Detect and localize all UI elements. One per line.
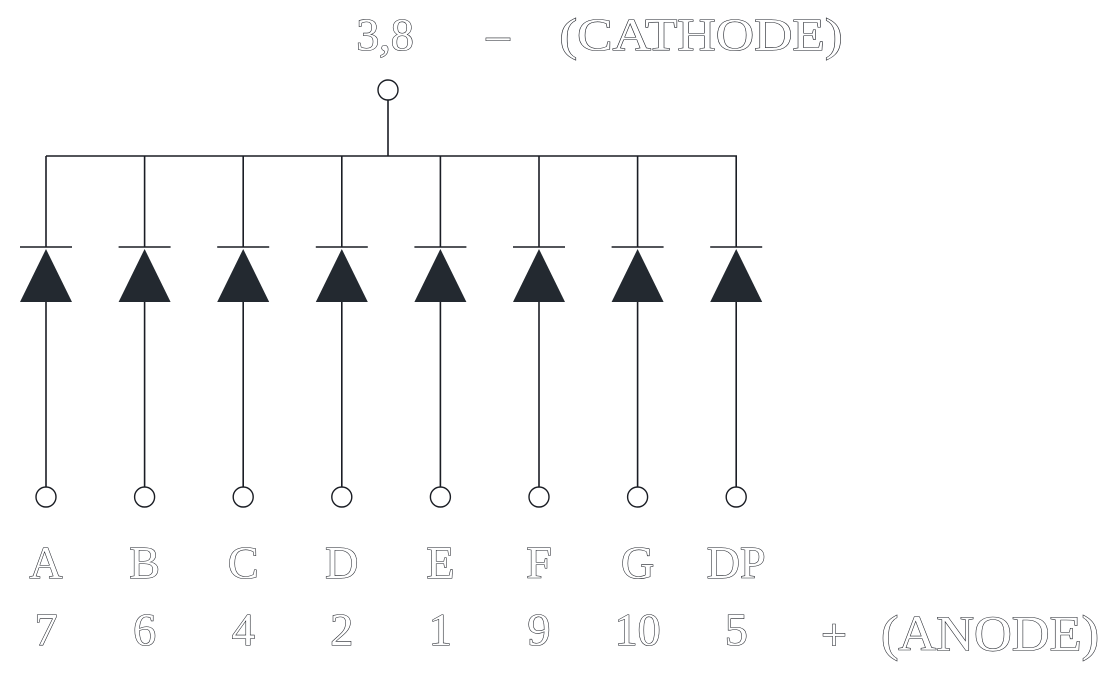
pin-terminal-e: [429, 486, 452, 508]
anode-label: (ANODE): [881, 605, 1099, 661]
pin-number-dp: 5: [725, 604, 748, 655]
cathode-label: (CATHODE): [560, 9, 843, 60]
pin-terminal-c: [232, 486, 254, 508]
pin-terminal-g: [626, 486, 649, 508]
segment-label-d: D: [325, 537, 358, 588]
cathode-pin-numbers: 3,8: [356, 9, 414, 60]
diode-e: [414, 249, 467, 302]
pin-number-a: 7: [35, 604, 58, 655]
segment-label-dp: DP: [707, 537, 766, 588]
pin-number-b: 6: [133, 604, 156, 655]
common-cathode-header: 3,8 – (CATHODE): [356, 8, 843, 60]
pin-terminal-dp: [725, 486, 747, 508]
pin-number-g: 10: [615, 604, 661, 655]
channel-b: B6: [118, 156, 171, 656]
diode-dp: [710, 249, 763, 302]
diode-f: [513, 249, 565, 302]
diode-d: [315, 249, 368, 302]
anode-sign: +: [821, 609, 847, 660]
pin-terminal-b: [133, 486, 156, 508]
pin-number-c: 4: [232, 604, 255, 655]
diode-b: [118, 249, 171, 302]
pin-number-e: 1: [429, 604, 452, 655]
segment-label-f: F: [526, 537, 552, 588]
channel-g: G 10: [611, 156, 664, 656]
cathode-sign: –: [486, 9, 511, 60]
pin-terminal-f: [528, 486, 550, 508]
pin-terminal-d: [331, 486, 353, 508]
anode-legend: + (ANODE): [820, 604, 1099, 661]
segment-label-a: A: [29, 537, 62, 588]
channel-a: A7: [20, 156, 72, 656]
channel-f: F9: [513, 156, 565, 656]
diode-a: [20, 249, 72, 302]
channel-d: D2: [315, 156, 368, 656]
diode-c: [217, 249, 270, 302]
segment-label-c: C: [228, 537, 259, 588]
channel-e: E1: [414, 156, 467, 656]
channel-c: C4: [217, 156, 270, 656]
channel-dp: DP 5: [706, 156, 766, 656]
segment-label-b: B: [129, 537, 160, 588]
diode-g: [611, 249, 664, 302]
segment-label-g: G: [621, 537, 654, 588]
pin-number-d: 2: [330, 604, 353, 655]
pin-number-f: 9: [528, 604, 551, 655]
pin-terminal-a: [35, 486, 57, 508]
cathode-terminal: [377, 79, 399, 101]
segment-label-e: E: [426, 537, 454, 588]
